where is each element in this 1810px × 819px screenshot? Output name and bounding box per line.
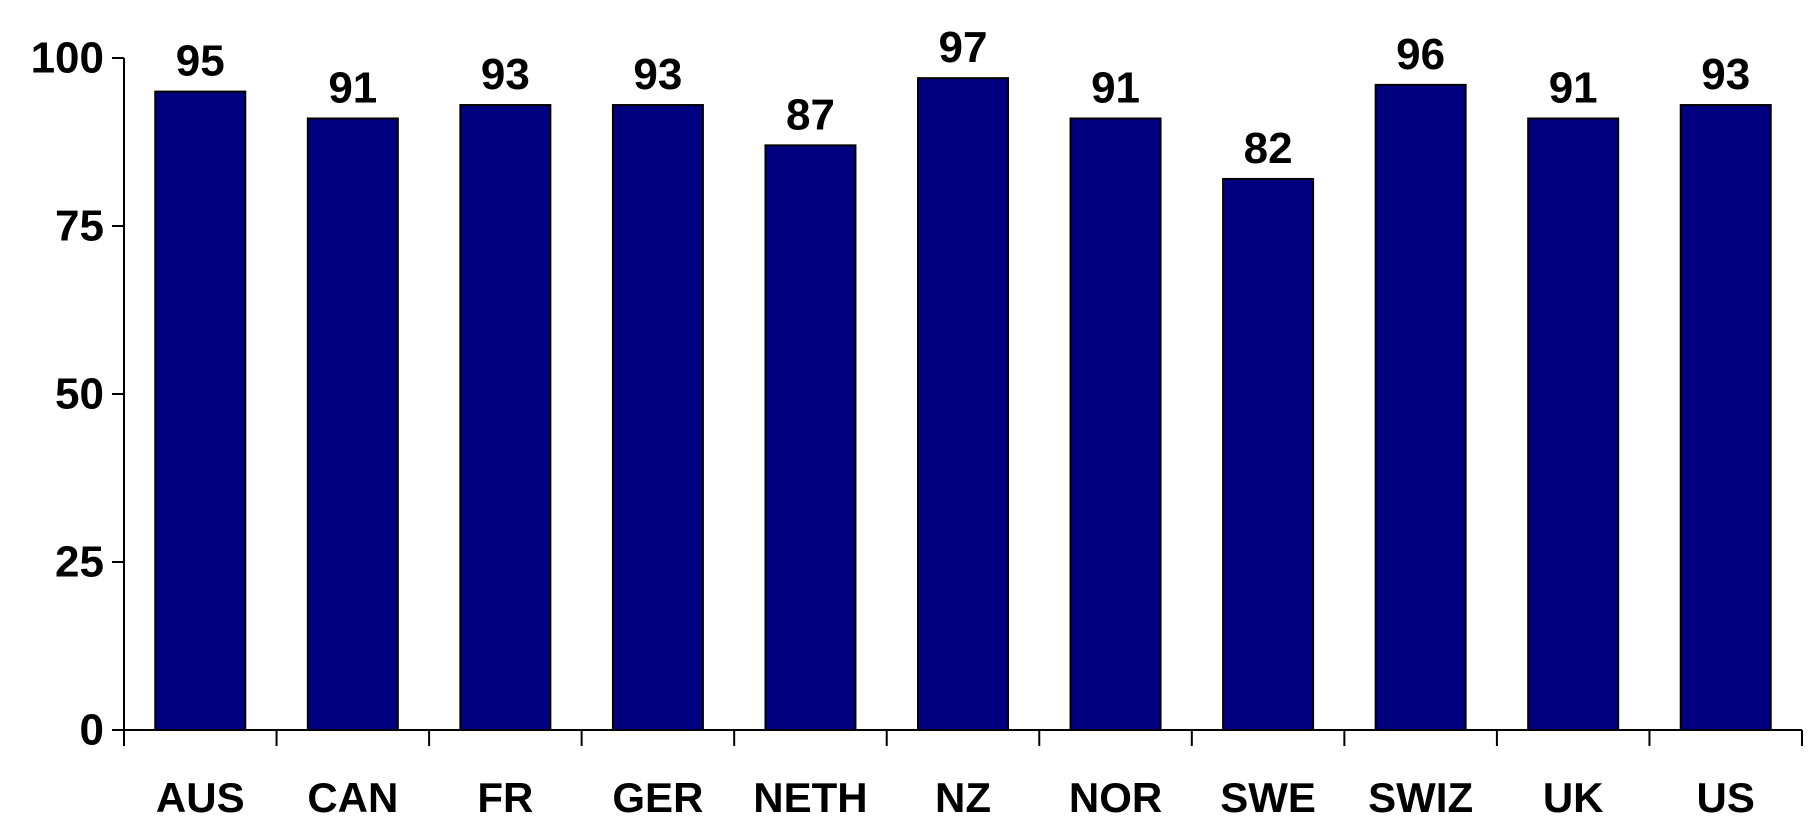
x-category-label-swe: SWE	[1220, 774, 1316, 819]
x-category-label-swiz: SWIZ	[1368, 774, 1473, 819]
bar-aus	[154, 90, 247, 732]
bar-can	[306, 117, 399, 732]
x-category-label-nor: NOR	[1069, 774, 1162, 819]
y-tick-label: 50	[55, 370, 104, 419]
bar-ger	[611, 104, 704, 732]
bar-swe	[1222, 177, 1315, 731]
bar-nor	[1069, 117, 1162, 732]
y-ticks: 0 25 50 75 100	[31, 34, 124, 755]
bar-swiz	[1374, 83, 1467, 731]
data-label-neth: 87	[786, 90, 835, 139]
data-label-uk: 91	[1549, 63, 1598, 112]
bar-fr	[459, 104, 552, 732]
x-category-label-aus: AUS	[156, 774, 245, 819]
y-tick-label: 0	[80, 706, 104, 755]
y-tick-label: 25	[55, 538, 104, 587]
bar-us	[1679, 104, 1772, 732]
x-category-label-neth: NETH	[753, 774, 867, 819]
data-labels: 95 91 93 93 87 97 91 82 96 91 93	[176, 23, 1750, 173]
data-label-us: 93	[1701, 50, 1750, 99]
data-label-nor: 91	[1091, 63, 1140, 112]
data-label-nz: 97	[939, 23, 988, 72]
data-label-fr: 93	[481, 50, 530, 99]
x-category-label-us: US	[1697, 774, 1755, 819]
data-label-aus: 95	[176, 37, 225, 86]
x-ticks: AUS CAN FR GER NETH NZ NOR SWE SWIZ UK US	[123, 730, 1803, 819]
x-category-label-fr: FR	[477, 774, 533, 819]
y-tick-label: 75	[55, 202, 104, 251]
y-tick-label: 100	[31, 34, 104, 83]
bar-uk	[1527, 117, 1620, 732]
x-category-label-ger: GER	[612, 774, 703, 819]
bar-neth	[764, 144, 857, 732]
x-category-label-can: CAN	[307, 774, 398, 819]
data-label-swe: 82	[1244, 124, 1293, 173]
data-label-swiz: 96	[1396, 30, 1445, 79]
bars-layer	[154, 77, 1772, 732]
data-label-ger: 93	[633, 50, 682, 99]
x-category-label-nz: NZ	[935, 774, 991, 819]
bar-nz	[917, 77, 1009, 732]
x-category-label-uk: UK	[1543, 774, 1604, 819]
data-label-can: 91	[328, 63, 377, 112]
